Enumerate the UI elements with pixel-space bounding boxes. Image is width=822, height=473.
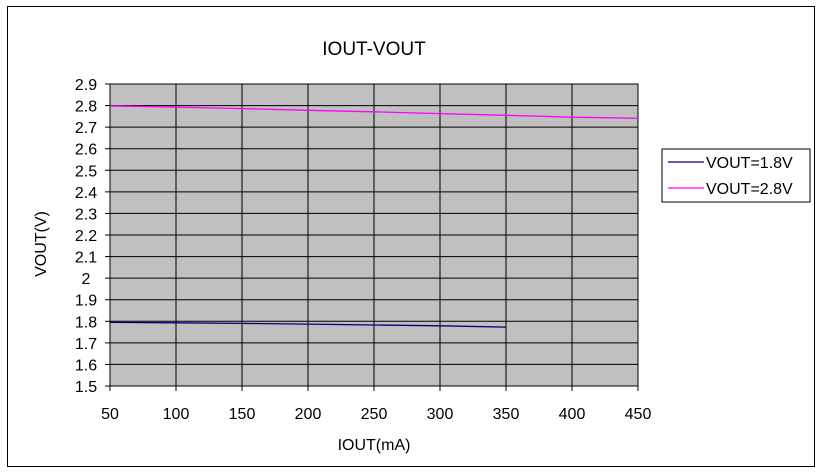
- x-tick-label: 150: [229, 406, 256, 423]
- y-tick-label: 2.9: [75, 77, 97, 94]
- y-tick-label: 1.7: [75, 336, 97, 353]
- series-line-2: [109, 105, 639, 119]
- x-tick-label: 450: [625, 406, 652, 423]
- y-tick-label: 2.8: [75, 99, 97, 116]
- y-axis-label: VOUT(V): [33, 211, 50, 277]
- legend-box: [661, 148, 811, 203]
- x-tick-label: 200: [295, 406, 322, 423]
- x-axis-label: IOUT(mA): [338, 437, 411, 454]
- x-tick-label: 50: [101, 406, 119, 423]
- y-axis-ticks: 1.5 1.6 1.7 1.8 1.9 2 2.1 2.2 2.3 2.4 2.5 2.6 2.7 2.8…: [75, 77, 110, 396]
- y-tick-label: 1.9: [75, 293, 97, 310]
- y-tick-label: 2.2: [75, 228, 97, 245]
- y-tick-label: 2.5: [75, 163, 97, 180]
- series-line-1: [109, 321, 507, 328]
- y-tick-label: 2.7: [75, 120, 97, 137]
- y-tick-label: 2.3: [75, 206, 97, 223]
- y-tick-label: 1.8: [75, 314, 97, 331]
- x-tick-label: 350: [493, 406, 520, 423]
- x-axis-ticks: 50 100 150 200 250 300 350 400 450: [101, 386, 651, 423]
- chart-title: IOUT-VOUT: [322, 39, 426, 60]
- y-tick-label: 1.5: [75, 379, 97, 396]
- series-lines: [109, 105, 639, 328]
- legend: VOUT=1.8V VOUT=2.8V: [661, 148, 811, 203]
- y-tick-label: 2.4: [75, 185, 97, 202]
- x-tick-label: 250: [361, 406, 388, 423]
- x-tick-label: 300: [427, 406, 454, 423]
- grid-lines: [109, 83, 639, 387]
- y-tick-label: 1.6: [75, 357, 97, 374]
- legend-label-2: VOUT=2.8V: [706, 181, 793, 198]
- legend-label-1: VOUT=1.8V: [706, 155, 793, 172]
- y-tick-label: 2.1: [75, 250, 97, 267]
- y-tick-label: 2.6: [75, 142, 97, 159]
- y-tick-label: 2: [82, 271, 91, 288]
- x-tick-label: 100: [163, 406, 190, 423]
- x-tick-label: 400: [559, 406, 586, 423]
